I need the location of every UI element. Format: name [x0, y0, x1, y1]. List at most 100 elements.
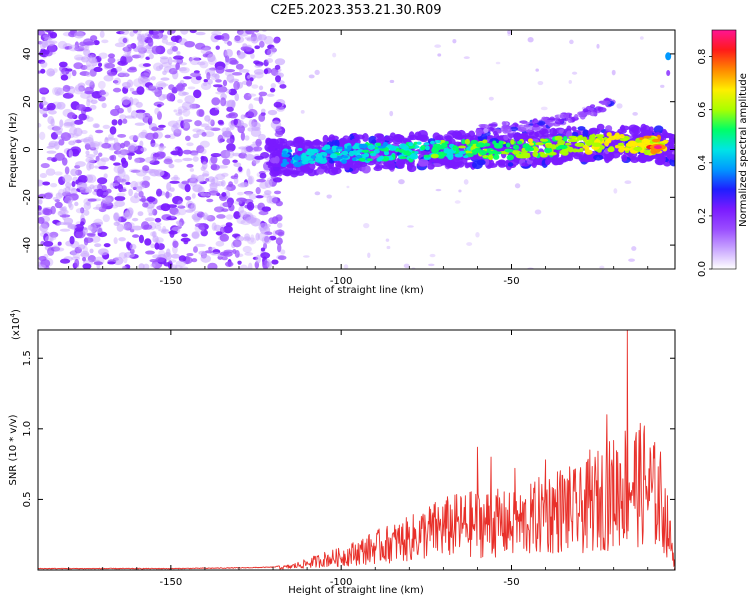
spectrogram-core-blob [414, 151, 419, 155]
spectrogram-noise-blob [39, 102, 44, 110]
spectrogram-noise-blob [175, 260, 187, 267]
spectrogram-band-blob [339, 137, 348, 145]
spectrogram-noise-blob [148, 212, 153, 216]
spectrogram-noise-blob [154, 217, 162, 223]
spectrogram-core-blob [408, 142, 414, 147]
spectrogram-noise-blob [263, 242, 268, 250]
spectrogram-faint-blob [403, 263, 410, 269]
colorbar: 0.0 0.2 0.4 0.6 0.8 Normalized spectral ampl… [697, 29, 749, 277]
spectrogram-noise-blob [274, 58, 286, 66]
spectrogram-noise-blob [89, 142, 96, 149]
spectrogram-faint-blob [660, 84, 665, 88]
spectrogram-core-blob [348, 150, 355, 157]
spectrogram-noise-blob [115, 66, 123, 72]
spectrogram-noise-blob [171, 46, 179, 52]
spectrogram-noise-blob [96, 158, 107, 167]
colorbar-tick-label: 0.4 [697, 155, 708, 171]
spectrogram-noise-blob [179, 266, 189, 269]
spectrogram-noise-blob [255, 33, 263, 42]
spectrogram-noise-blob [214, 106, 220, 111]
spectrogram-secondary-blob [509, 126, 519, 132]
spectrogram-secondary-blob [541, 116, 547, 120]
spectrogram-core-blob [388, 145, 397, 151]
spectrogram-noise-blob [266, 93, 275, 97]
spectrogram-noise-blob [142, 175, 151, 181]
spectrogram-noise-blob [121, 99, 131, 108]
spectrogram-noise-blob [74, 224, 84, 232]
spectrogram-noise-blob [73, 62, 84, 70]
spectrogram-noise-blob [250, 234, 255, 243]
snr-xlabel: Height of straight line (km) [288, 585, 424, 596]
spectrogram-noise-blob [177, 205, 186, 209]
spectrogram-noise-blob [134, 157, 140, 164]
spectrogram-noise-blob [220, 180, 226, 187]
snr-multiplier-base: (x10 [11, 317, 22, 340]
spectrogram-noise-blob [246, 201, 255, 211]
spectrogram-secondary-blob [475, 128, 484, 135]
spectrogram-noise-blob [264, 179, 273, 189]
spectrogram-noise-blob [68, 140, 76, 146]
spectrogram-faint-blob [475, 232, 480, 238]
spectrogram-noise-blob [220, 97, 227, 107]
spectrogram-core-blob [548, 151, 557, 156]
spectrogram-noise-blob [82, 227, 88, 235]
spectrogram-noise-blob [94, 124, 99, 128]
spectrogram-noise-blob [60, 132, 72, 141]
spectrogram-noise-blob [137, 211, 144, 217]
spectrogram-noise-blob [177, 99, 183, 104]
spectrogram-faint-blob [452, 38, 457, 44]
spectrogram-noise-blob [186, 200, 194, 209]
spectrogram-noise-blob [140, 72, 150, 79]
spectrogram-noise-blob [182, 76, 192, 80]
spectrogram-core-blob [361, 143, 368, 149]
spectrogram-marks [38, 30, 675, 269]
spectrogram-noise-blob [50, 182, 58, 188]
spectrogram-noise-blob [203, 214, 212, 220]
spectrogram-noise-blob [217, 134, 224, 144]
spectrogram-faint-blob [346, 185, 350, 189]
spectrogram-noise-blob [74, 84, 85, 92]
spectrogram-core-blob [434, 140, 441, 144]
spectrogram-noise-blob [233, 81, 240, 91]
spectrogram-noise-blob [248, 176, 253, 185]
spectrogram-noise-blob [72, 253, 81, 259]
spectrogram-noise-blob [225, 222, 233, 227]
spectrogram-noise-blob [209, 107, 220, 116]
spectrogram-band-blob [534, 130, 545, 138]
spectrogram-noise-blob [279, 84, 287, 89]
spectrogram-noise-blob [109, 182, 116, 189]
spectrogram-noise-blob [46, 150, 57, 154]
spectrogram-noise-blob [144, 156, 156, 164]
spectrogram-noise-blob [96, 226, 103, 234]
spectrogram-noise-blob [119, 188, 127, 192]
spectrogram-ytick-label: 20 [22, 95, 33, 108]
spectrogram-noise-blob [38, 179, 44, 187]
spectrogram-noise-blob [68, 187, 77, 191]
spectrogram-noise-blob [147, 33, 153, 37]
spectrogram-noise-blob [192, 133, 200, 139]
spectrogram-noise-blob [215, 173, 226, 181]
spectrogram-noise-blob [205, 177, 210, 182]
spectrogram-noise-blob [201, 132, 207, 137]
spectrogram-noise-blob [68, 44, 79, 52]
spectrogram-noise-blob [49, 31, 58, 39]
spectrogram-core-blob [482, 155, 489, 158]
spectrogram-noise-blob [248, 119, 255, 128]
spectrogram-noise-blob [92, 123, 100, 129]
spectrogram-noise-blob [170, 214, 176, 219]
spectrogram-noise-blob [155, 151, 165, 160]
spectrogram-noise-blob [48, 40, 58, 45]
spectrogram-peak [653, 145, 662, 150]
spectrogram-noise-blob [124, 46, 129, 52]
spectrogram-noise-blob [74, 258, 80, 268]
spectrogram-noise-blob [38, 40, 43, 45]
spectrogram-noise-blob [242, 245, 252, 253]
spectrogram-faint-blob [407, 225, 414, 228]
spectrogram-faint-blob [300, 110, 305, 114]
spectrogram-noise-blob [99, 30, 105, 38]
spectrogram-core-blob [619, 138, 629, 142]
spectrogram-noise-blob [105, 188, 112, 194]
spectrogram-noise-blob [45, 168, 56, 176]
spectrogram-noise-blob [161, 34, 168, 39]
spectrogram-noise-blob [90, 99, 98, 105]
